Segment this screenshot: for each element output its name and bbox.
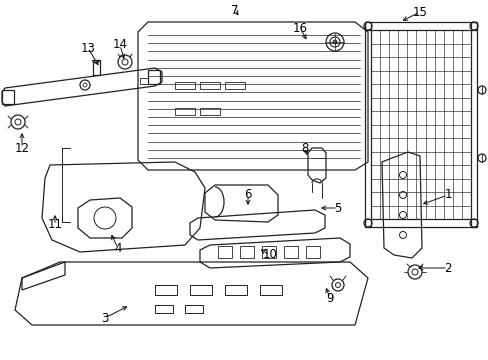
Text: 3: 3: [101, 311, 108, 324]
Bar: [175, 82, 195, 89]
Text: 11: 11: [47, 219, 62, 231]
Bar: [184, 305, 203, 313]
Bar: [224, 82, 244, 89]
Text: 13: 13: [81, 41, 95, 54]
Bar: [364, 22, 476, 30]
Bar: [140, 78, 148, 84]
Bar: [218, 246, 231, 258]
Text: 5: 5: [334, 202, 341, 215]
Text: 7: 7: [231, 4, 238, 17]
Text: 4: 4: [114, 242, 122, 255]
Text: 9: 9: [325, 292, 333, 305]
Bar: [148, 70, 160, 84]
Bar: [200, 82, 220, 89]
Bar: [175, 108, 195, 115]
Text: 14: 14: [112, 39, 127, 51]
Text: 15: 15: [412, 5, 427, 18]
Bar: [284, 246, 297, 258]
Bar: [364, 22, 370, 227]
Bar: [240, 246, 253, 258]
Bar: [190, 285, 212, 295]
Bar: [260, 285, 282, 295]
Bar: [155, 305, 173, 313]
Circle shape: [332, 40, 336, 44]
Bar: [262, 246, 275, 258]
Text: 16: 16: [292, 22, 307, 35]
Bar: [364, 219, 476, 227]
Bar: [200, 108, 220, 115]
Bar: [470, 22, 476, 227]
Bar: [155, 285, 177, 295]
Bar: [224, 285, 246, 295]
Bar: [2, 90, 14, 104]
Text: 1: 1: [443, 189, 451, 202]
Text: 10: 10: [262, 248, 277, 261]
Text: 12: 12: [15, 141, 29, 154]
Text: 2: 2: [443, 261, 451, 274]
Bar: [305, 246, 319, 258]
Text: 8: 8: [301, 141, 308, 154]
Text: 6: 6: [244, 189, 251, 202]
